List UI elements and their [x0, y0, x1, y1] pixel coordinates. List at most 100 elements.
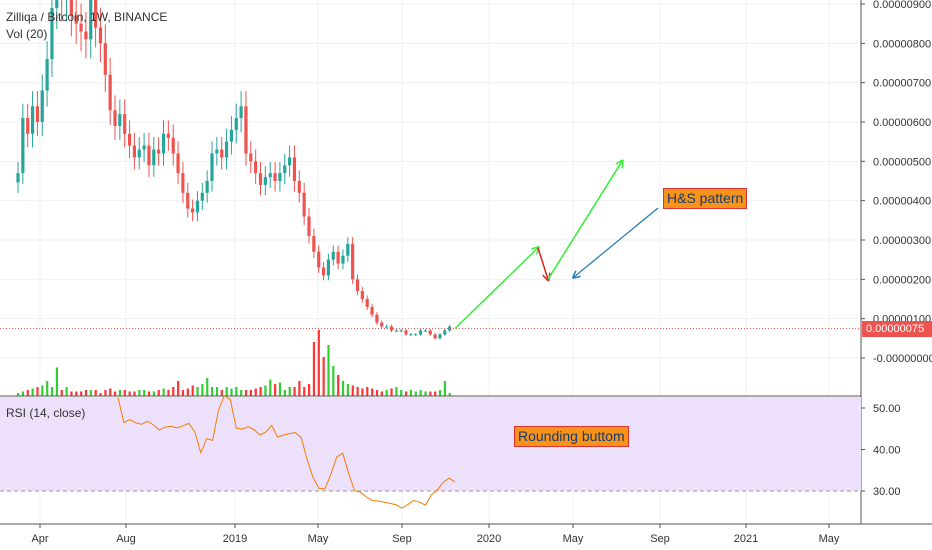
candle-body	[360, 291, 364, 299]
candle-body	[428, 330, 432, 335]
candle-body	[195, 200, 200, 213]
volume-bar	[172, 387, 175, 396]
time-tick-label: 2021	[734, 533, 758, 545]
hs-pattern-note[interactable]: H&S pattern	[663, 188, 748, 209]
candle-body	[40, 90, 44, 122]
volume-bar	[356, 387, 359, 396]
volume-bar	[186, 388, 189, 396]
volume-bar	[283, 390, 286, 396]
volume-bar	[133, 391, 136, 396]
candle-body	[273, 173, 277, 181]
volume-bar	[89, 390, 92, 396]
volume-bar	[94, 390, 97, 396]
volume-bar	[196, 387, 199, 396]
volume-bar	[361, 388, 364, 396]
volume-bar	[395, 387, 398, 396]
volume-bar	[366, 387, 369, 396]
candle-body	[254, 161, 258, 174]
candle-body	[113, 110, 117, 126]
candle-body	[443, 330, 447, 335]
volume-bar	[215, 387, 219, 396]
time-tick-label: 2019	[223, 533, 247, 545]
volume-bar	[375, 390, 379, 396]
volume-bar	[274, 384, 277, 396]
candle-body	[249, 153, 253, 162]
candle-body	[380, 322, 384, 327]
candle-body	[103, 43, 107, 75]
candle-body	[433, 334, 437, 339]
candle-body	[331, 251, 335, 260]
candle-body	[191, 208, 195, 213]
time-tick-label: Aug	[116, 533, 136, 545]
volume-bar	[308, 384, 311, 396]
rounding-bottom-note[interactable]: Rounding buttom	[514, 426, 629, 447]
candle-body	[171, 137, 175, 154]
candle-body	[399, 330, 403, 332]
rsi-indicator-label[interactable]: RSI (14, close)	[6, 406, 86, 420]
volume-bar	[152, 391, 155, 396]
volume-indicator-label[interactable]: Vol (20)	[6, 27, 48, 41]
candle-body	[341, 255, 345, 264]
time-tick-label: May	[308, 533, 329, 545]
candle-body	[336, 251, 340, 264]
symbol-title[interactable]: Zilliqa / Bitcoin, 1W, BINANCE	[6, 10, 168, 24]
volume-bar	[235, 387, 238, 396]
volume-bar	[138, 390, 141, 396]
volume-bar	[123, 390, 126, 396]
candle-body	[161, 133, 166, 154]
candle-body	[312, 236, 316, 252]
price-tick-label: 0.00000900	[873, 0, 931, 11]
candle-body	[79, 23, 83, 32]
time-axis: Apr Aug 2019 May Sep 2020 May Sep 2021 May	[0, 523, 932, 545]
last-price-tag: 0.00000075	[862, 320, 932, 337]
volume-bar	[75, 391, 78, 396]
candle-body	[98, 27, 103, 44]
volume-bar	[322, 357, 325, 396]
time-tick-label: Apr	[31, 533, 48, 545]
volume-bar	[230, 388, 233, 396]
candle-body	[370, 306, 374, 315]
price-tick-label: 0.00000800	[873, 38, 931, 50]
volume-bar	[128, 391, 131, 396]
volume-bar	[31, 388, 34, 396]
volume-bar	[438, 390, 442, 396]
candle-body	[409, 334, 413, 336]
green-arrow-up-2	[547, 161, 622, 280]
candle-body	[21, 118, 25, 174]
rsi-tick-label: 30.00	[873, 486, 901, 498]
volume-bar	[99, 393, 102, 396]
volume-bar	[225, 387, 228, 396]
volume-bar	[385, 390, 388, 396]
candle-body	[69, 0, 73, 16]
volume-bar	[254, 388, 257, 396]
red-arrow-down	[537, 247, 548, 279]
green-arrow-up-1	[454, 248, 538, 330]
volume-bar	[55, 367, 58, 396]
candle-body	[166, 133, 170, 138]
candlesticks	[16, 0, 452, 340]
candle-body	[307, 216, 311, 237]
volume-bar	[341, 381, 345, 396]
candle-body	[127, 133, 132, 146]
candle-body	[181, 173, 185, 193]
volume-bar	[36, 387, 39, 396]
candle-body	[147, 145, 151, 166]
price-tick-label: 0.00000200	[873, 274, 931, 286]
candle-body	[224, 141, 229, 158]
candle-body	[205, 181, 209, 193]
candle-body	[292, 157, 297, 181]
time-tick-label: Sep	[392, 533, 412, 545]
candle-body	[55, 0, 59, 8]
candle-body	[414, 334, 418, 336]
candle-body	[26, 118, 30, 134]
price-tick-label: -0.00000000	[873, 353, 932, 365]
candle-body	[365, 299, 369, 307]
volume-bar	[65, 387, 68, 396]
candle-body	[50, 7, 54, 60]
volume-bar	[244, 390, 248, 396]
volume-bar	[162, 388, 165, 396]
candle-body	[268, 173, 272, 178]
volume-bar	[293, 387, 296, 396]
volume-bar	[206, 378, 209, 396]
